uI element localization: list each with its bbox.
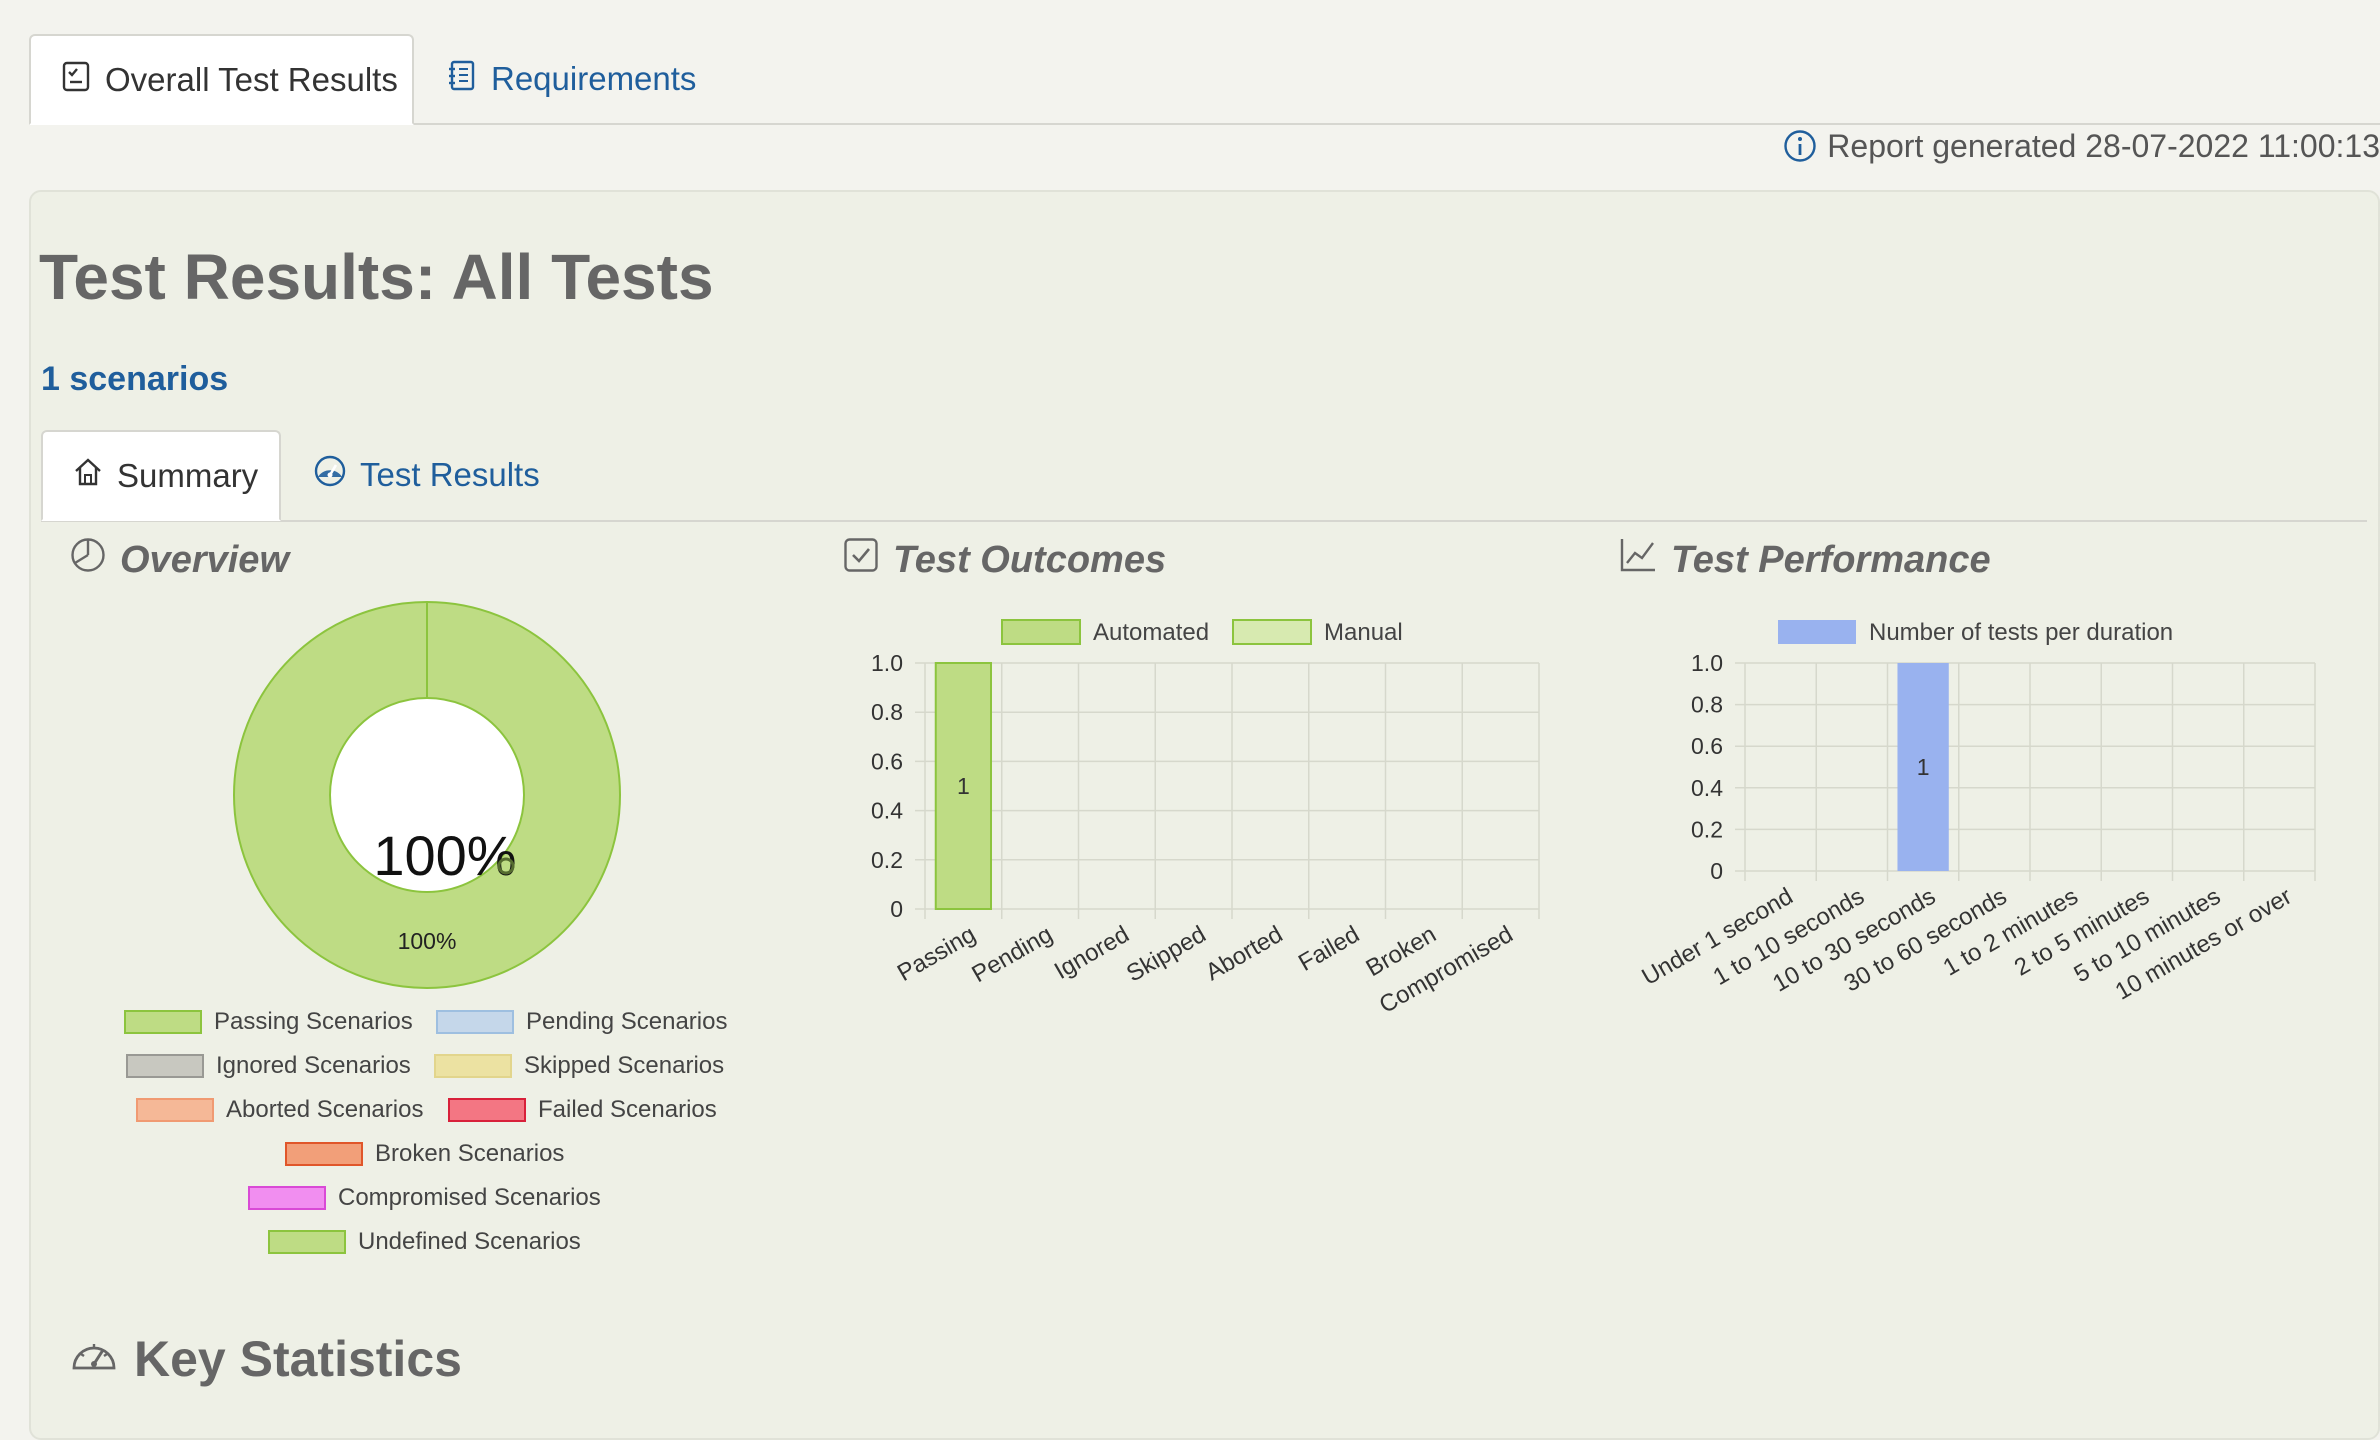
- performance-heading-text: Test Performance: [1671, 538, 1991, 581]
- performance-ytick-label: 0.2: [1691, 816, 1723, 842]
- legend-aborted[interactable]: Aborted Scenarios: [136, 1096, 423, 1124]
- overview-heading-text: Overview: [120, 538, 289, 581]
- outcomes-xtick-label: Skipped: [1122, 921, 1211, 988]
- legend-swatch-skipped: [434, 1054, 512, 1078]
- outcomes-ytick-label: 0.8: [871, 699, 903, 725]
- outcomes-ytick-label: 0: [890, 896, 903, 922]
- legend-broken[interactable]: Broken Scenarios: [285, 1140, 564, 1168]
- legend-label-undefined: Undefined Scenarios: [358, 1228, 581, 1255]
- legend-label-pending: Pending Scenarios: [526, 1008, 728, 1035]
- legend-swatch-failed: [448, 1098, 526, 1122]
- legend-swatch-pending: [436, 1010, 514, 1034]
- outcomes-data-label: 1: [957, 773, 970, 799]
- outcomes-xtick-label: Passing: [893, 921, 980, 987]
- outcomes-ytick-label: 0.4: [871, 798, 903, 824]
- outcomes-chart: Automated Manual 0 0.2 0.4 0.6 0.8 1.0 1 Passin…: [871, 619, 1540, 1019]
- legend-label-broken: Broken Scenarios: [375, 1140, 565, 1167]
- legend-swatch-automated: [1001, 619, 1081, 645]
- checkbox-icon: [843, 537, 879, 583]
- info-icon: [1783, 129, 1817, 171]
- report-generated-text: Report generated 28-07-2022 11:00:13: [1827, 128, 2380, 164]
- outcomes-xtick-label: Pending: [967, 921, 1057, 988]
- tab-summary[interactable]: Summary: [41, 430, 281, 521]
- legend-swatch-undefined: [268, 1230, 346, 1254]
- dashboard-icon: [314, 455, 346, 495]
- legend-label-duration: Number of tests per duration: [1869, 619, 2173, 646]
- legend-swatch-broken: [285, 1142, 363, 1166]
- performance-data-label: 1: [1917, 754, 1930, 780]
- legend-label-skipped: Skipped Scenarios: [524, 1052, 725, 1079]
- legend-ignored[interactable]: Ignored Scenarios: [126, 1052, 411, 1080]
- performance-chart: Number of tests per duration 0 0.2 0.4 0.6 0…: [1637, 619, 2316, 1006]
- tab-requirements[interactable]: Requirements: [447, 34, 696, 123]
- home-icon: [73, 457, 103, 495]
- outcomes-xtick-label: Ignored: [1050, 921, 1134, 985]
- outcomes-ytick-label: 0.2: [871, 847, 903, 873]
- outcomes-xtick-label: Aborted: [1201, 921, 1287, 986]
- legend-swatch-manual: [1232, 619, 1312, 645]
- outcomes-bar-passing[interactable]: [934, 662, 993, 910]
- performance-legend: Number of tests per duration: [1778, 619, 2173, 646]
- legend-label-failed: Failed Scenarios: [538, 1096, 717, 1123]
- outcomes-ytick-label: 0.6: [871, 748, 903, 774]
- performance-bar-10-to-30-seconds[interactable]: [1897, 663, 1949, 871]
- outcomes-heading-text: Test Outcomes: [893, 538, 1167, 581]
- legend-label-manual: Manual: [1324, 619, 1403, 646]
- legend-skipped[interactable]: Skipped Scenarios: [434, 1052, 724, 1080]
- overview-donut: 100% 100%: [233, 601, 621, 989]
- legend-failed[interactable]: Failed Scenarios: [448, 1096, 717, 1124]
- legend-swatch-duration: [1778, 620, 1856, 644]
- key-statistics-heading: Key Statistics: [70, 1330, 462, 1388]
- performance-ytick-label: 0: [1710, 858, 1723, 884]
- legend-compromised[interactable]: Compromised Scenarios: [248, 1184, 601, 1212]
- legend-label-compromised: Compromised Scenarios: [338, 1184, 601, 1211]
- performance-heading: Test Performance: [1619, 537, 1991, 583]
- outcomes-ytick-label: 1.0: [871, 650, 903, 676]
- checklist-icon: [61, 60, 91, 100]
- gauge-icon: [70, 1330, 118, 1388]
- overview-heading: Overview: [70, 537, 289, 583]
- tab-requirements-label: Requirements: [491, 59, 697, 97]
- outcomes-xtick-label: Failed: [1294, 921, 1364, 977]
- pie-chart-icon: [70, 537, 106, 583]
- notebook-icon: [447, 59, 477, 99]
- legend-pending[interactable]: Pending Scenarios: [436, 1008, 727, 1036]
- tab-overall-test-results[interactable]: Overall Test Results: [29, 34, 414, 125]
- legend-swatch-compromised: [248, 1186, 326, 1210]
- main-tabs: Overall Test Results Requirements: [29, 34, 2380, 125]
- key-statistics-text: Key Statistics: [134, 1331, 462, 1387]
- outcomes-legend: Automated Manual: [1001, 619, 1403, 646]
- legend-label-passing: Passing Scenarios: [214, 1008, 413, 1035]
- legend-label-automated: Automated: [1093, 619, 1209, 646]
- tab-test-results-label: Test Results: [360, 455, 540, 493]
- legend-passing[interactable]: Passing Scenarios: [124, 1008, 413, 1036]
- donut-slice-label: 100%: [398, 928, 457, 954]
- legend-label-ignored: Ignored Scenarios: [216, 1052, 411, 1079]
- donut-center-label: 100%: [373, 824, 516, 887]
- legend-undefined[interactable]: Undefined Scenarios: [268, 1228, 581, 1256]
- tab-test-results[interactable]: Test Results: [314, 430, 540, 519]
- report-generated: Report generated 28-07-2022 11:00:13: [0, 128, 2380, 171]
- performance-ytick-label: 0.8: [1691, 692, 1723, 718]
- donut-hover-dot: [497, 857, 515, 875]
- scenario-count-link[interactable]: 1 scenarios: [41, 360, 229, 398]
- tab-summary-label: Summary: [117, 456, 259, 494]
- outcomes-heading: Test Outcomes: [843, 537, 1166, 583]
- line-chart-icon: [1619, 537, 1657, 583]
- legend-swatch-ignored: [126, 1054, 204, 1078]
- performance-ytick-label: 0.6: [1691, 733, 1723, 759]
- legend-swatch-aborted: [136, 1098, 214, 1122]
- summary-tabs: Summary Test Results: [41, 430, 2367, 522]
- page-title: Test Results: All Tests: [39, 241, 714, 313]
- legend-label-aborted: Aborted Scenarios: [226, 1096, 424, 1123]
- tab-overall-test-results-label: Overall Test Results: [105, 60, 398, 98]
- legend-swatch-passing: [124, 1010, 202, 1034]
- performance-ytick-label: 1.0: [1691, 650, 1723, 676]
- performance-ytick-label: 0.4: [1691, 775, 1723, 801]
